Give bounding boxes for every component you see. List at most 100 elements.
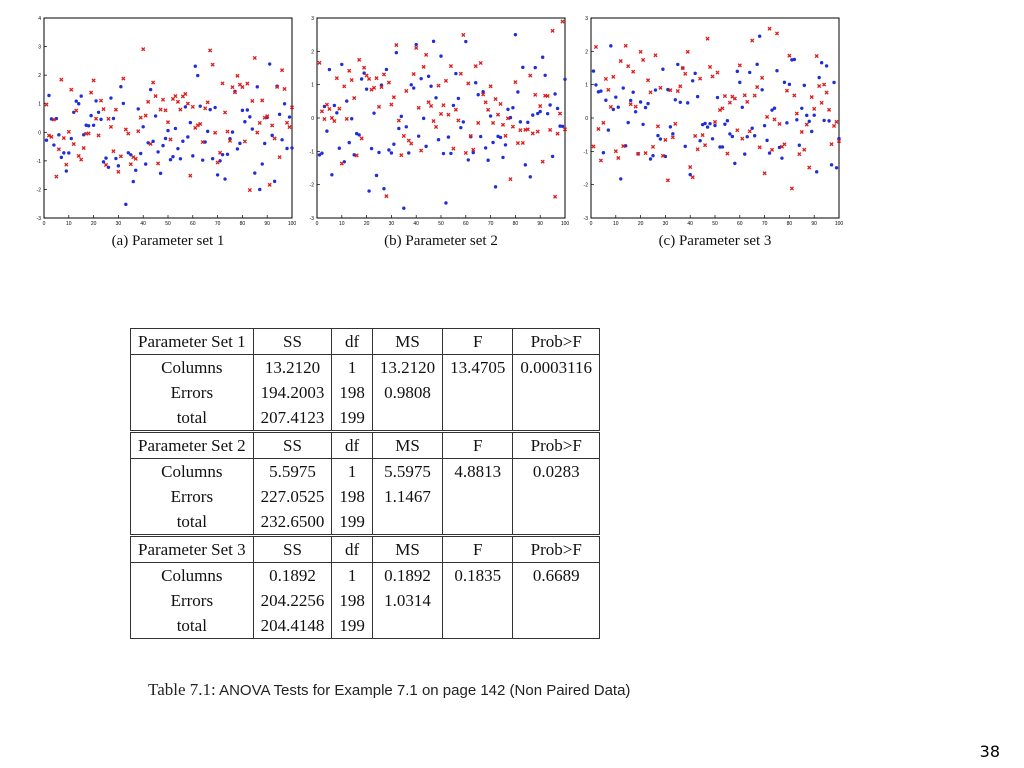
table-row: Columns 5.5975 1 5.5975 4.8813 0.0283 xyxy=(130,458,601,484)
table-cell: 204.2256 xyxy=(252,588,333,613)
header-cell: F xyxy=(442,328,514,355)
data-point xyxy=(121,76,126,81)
header-cell: df xyxy=(331,328,373,355)
data-point xyxy=(685,49,690,54)
data-point xyxy=(240,108,245,113)
data-point xyxy=(710,137,715,141)
header-cell: Prob>F xyxy=(512,430,601,459)
x-tick-label: 40 xyxy=(413,221,419,227)
data-point xyxy=(190,104,195,109)
data-point xyxy=(272,136,277,141)
plot-frame xyxy=(590,17,840,219)
data-point xyxy=(116,164,121,168)
data-point xyxy=(604,98,608,102)
data-point xyxy=(414,42,418,47)
table-row: Columns 0.1892 1 0.1892 0.1835 0.6689 xyxy=(130,562,601,588)
table-cell: total xyxy=(130,613,254,639)
data-point xyxy=(804,122,809,127)
y-tick-label: -3 xyxy=(37,216,42,222)
table-cell: Columns xyxy=(130,458,254,484)
data-point xyxy=(205,100,210,105)
data-point xyxy=(86,124,91,128)
data-point xyxy=(518,128,523,133)
data-point xyxy=(722,94,727,99)
data-point xyxy=(765,114,770,119)
y-tick-label: -2 xyxy=(310,183,315,189)
data-point xyxy=(414,45,419,51)
scatter-plot-c: 0 10 20 30 40 50 60 70 80 90 100 -3 -2 -1 0 1 2 3 xyxy=(584,16,844,227)
data-point xyxy=(64,162,69,167)
data-point xyxy=(680,66,685,71)
data-point xyxy=(782,142,787,147)
y-tick-label: 3 xyxy=(311,16,314,22)
data-point xyxy=(201,158,205,162)
data-point xyxy=(94,116,99,121)
data-point xyxy=(707,64,713,70)
data-point xyxy=(712,119,718,124)
data-point xyxy=(678,84,683,89)
x-tick-label: 40 xyxy=(687,221,693,227)
table-cell: 0.6689 xyxy=(512,562,601,588)
data-point xyxy=(160,97,166,102)
data-point xyxy=(626,64,631,69)
data-point xyxy=(101,107,106,112)
x-tick-label: 80 xyxy=(787,221,793,227)
data-point xyxy=(757,145,762,150)
plot-caption-c: (c) Parameter set 3 xyxy=(658,233,772,249)
data-point xyxy=(235,73,240,78)
data-point xyxy=(116,169,121,174)
data-point xyxy=(609,44,613,48)
data-point xyxy=(66,129,71,134)
data-point xyxy=(784,88,789,93)
data-point xyxy=(426,100,431,105)
data-point xyxy=(501,155,505,160)
data-point xyxy=(153,93,158,99)
data-point xyxy=(752,93,757,98)
data-point xyxy=(270,133,274,138)
header-cell: F xyxy=(442,430,514,459)
data-point xyxy=(641,122,645,127)
data-point xyxy=(424,144,428,149)
data-point xyxy=(733,161,737,166)
data-point xyxy=(723,122,727,126)
data-point xyxy=(755,62,759,67)
data-point xyxy=(812,113,816,117)
data-point xyxy=(513,80,518,85)
data-point xyxy=(441,151,446,156)
y-tick-label: -1 xyxy=(37,159,42,165)
data-point xyxy=(52,143,56,147)
table-header-row: Parameter Set 2 SS df MS F Prob>F xyxy=(130,430,601,459)
data-point xyxy=(785,121,789,125)
table-cell xyxy=(512,588,601,613)
data-point xyxy=(483,100,488,105)
data-point xyxy=(426,74,431,78)
data-point xyxy=(382,187,386,191)
data-point xyxy=(394,42,399,48)
data-point xyxy=(402,206,406,210)
data-point xyxy=(275,84,280,89)
data-point xyxy=(252,55,257,60)
data-point xyxy=(77,102,81,106)
data-point xyxy=(121,101,126,106)
data-point xyxy=(616,105,620,109)
data-point xyxy=(827,119,831,123)
data-point xyxy=(498,101,503,107)
data-point xyxy=(404,125,408,129)
data-point xyxy=(320,151,324,155)
data-point xyxy=(805,113,809,118)
table-cell xyxy=(512,613,601,639)
data-point xyxy=(762,123,767,128)
header-cell: Parameter Set 1 xyxy=(130,328,254,355)
data-point xyxy=(591,69,596,73)
data-point xyxy=(282,86,287,92)
data-point xyxy=(178,157,183,161)
data-point xyxy=(354,153,359,158)
data-point xyxy=(133,156,138,161)
data-point xyxy=(113,107,118,112)
table-cell: 0.1892 xyxy=(371,562,444,588)
data-point xyxy=(824,64,829,68)
data-point xyxy=(656,133,660,138)
table-cell: 199 xyxy=(331,405,373,432)
y-tick-label: -1 xyxy=(584,149,589,155)
x-tick-label: 10 xyxy=(613,221,619,227)
